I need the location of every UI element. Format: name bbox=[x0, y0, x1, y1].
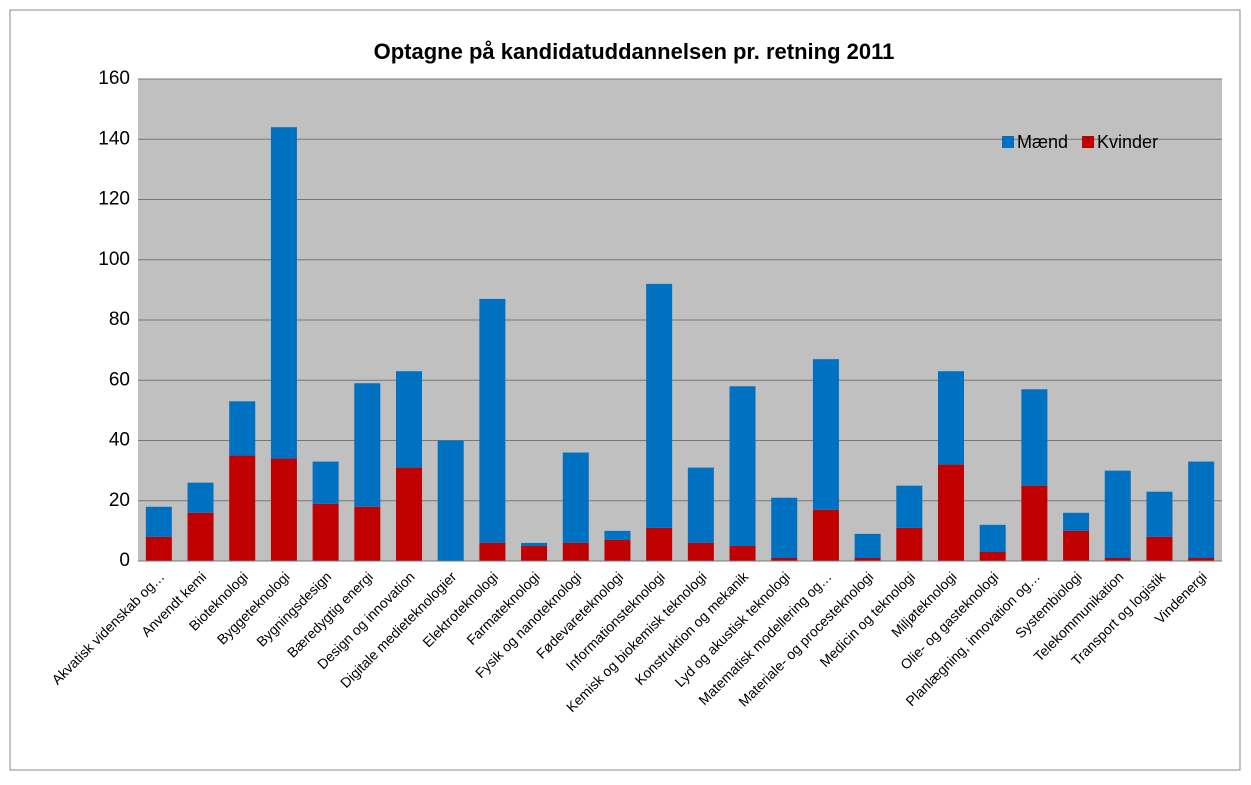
bar-segment bbox=[521, 545, 548, 561]
bar-segment bbox=[979, 551, 1006, 561]
bar-segment bbox=[479, 542, 506, 561]
bar-segment bbox=[312, 503, 339, 561]
bar-segment bbox=[646, 527, 673, 561]
bar-segment bbox=[771, 557, 798, 561]
bar-segment bbox=[562, 542, 589, 561]
bar-segment bbox=[938, 464, 964, 561]
bar-segment bbox=[270, 127, 297, 459]
bar-segment bbox=[396, 467, 422, 561]
y-tick-label: 140 bbox=[98, 128, 130, 149]
bar-segment bbox=[1021, 485, 1048, 561]
bar-segment bbox=[604, 539, 631, 561]
bar-segment bbox=[812, 359, 839, 510]
bar-segment bbox=[562, 452, 589, 543]
bar-segment bbox=[1063, 512, 1090, 531]
bar-segment bbox=[687, 467, 714, 543]
bar-segment bbox=[1021, 389, 1048, 486]
bar-segment bbox=[354, 383, 381, 507]
bar-segment bbox=[938, 371, 964, 465]
bar-segment bbox=[646, 283, 673, 528]
bar-segment bbox=[187, 482, 214, 513]
bar-segment bbox=[354, 506, 381, 561]
bar-segment bbox=[771, 497, 798, 558]
bar-segment bbox=[479, 298, 506, 543]
bar-segment bbox=[896, 485, 923, 528]
legend-label: Mænd bbox=[1017, 132, 1068, 152]
bar-segment bbox=[896, 527, 923, 561]
bar-segment bbox=[396, 371, 422, 468]
y-tick-label: 100 bbox=[98, 249, 130, 270]
legend-swatch bbox=[1082, 136, 1095, 148]
bar-segment bbox=[145, 536, 172, 561]
bar-segment bbox=[229, 455, 256, 561]
bar-segment bbox=[729, 545, 756, 561]
bar-segment bbox=[979, 524, 1006, 552]
bar-segment bbox=[1104, 470, 1131, 558]
bar-segment bbox=[1146, 536, 1173, 561]
bar-segment bbox=[270, 458, 297, 561]
chart-title: Optagne på kandidatuddannelsen pr. retni… bbox=[374, 39, 895, 64]
y-tick-label: 160 bbox=[98, 68, 130, 89]
y-tick-label: 80 bbox=[109, 309, 130, 330]
legend-swatch bbox=[1002, 136, 1014, 148]
bar-segment bbox=[1146, 491, 1173, 537]
bar-segment bbox=[187, 512, 214, 561]
bar-segment bbox=[854, 533, 881, 558]
y-tick-label: 20 bbox=[109, 490, 130, 511]
bar-segment bbox=[1063, 530, 1090, 561]
bar-segment bbox=[437, 440, 464, 561]
bar-segment bbox=[229, 401, 256, 456]
bar-segment bbox=[854, 557, 881, 561]
bar-segment bbox=[312, 461, 339, 504]
bar-segment bbox=[604, 530, 631, 540]
bar-segment bbox=[521, 542, 548, 546]
y-tick-label: 60 bbox=[109, 369, 130, 390]
bar-segment bbox=[729, 386, 756, 546]
bar-segment bbox=[1188, 461, 1215, 558]
bar-segment bbox=[145, 506, 172, 537]
legend-label: Kvinder bbox=[1097, 132, 1158, 152]
y-tick-label: 120 bbox=[98, 189, 130, 210]
y-tick-label: 0 bbox=[119, 550, 130, 571]
bar-segment bbox=[687, 542, 714, 561]
bar-segment bbox=[1104, 557, 1131, 561]
bar-segment bbox=[1188, 557, 1215, 561]
bar-segment bbox=[812, 509, 839, 561]
y-tick-label: 40 bbox=[109, 430, 130, 451]
